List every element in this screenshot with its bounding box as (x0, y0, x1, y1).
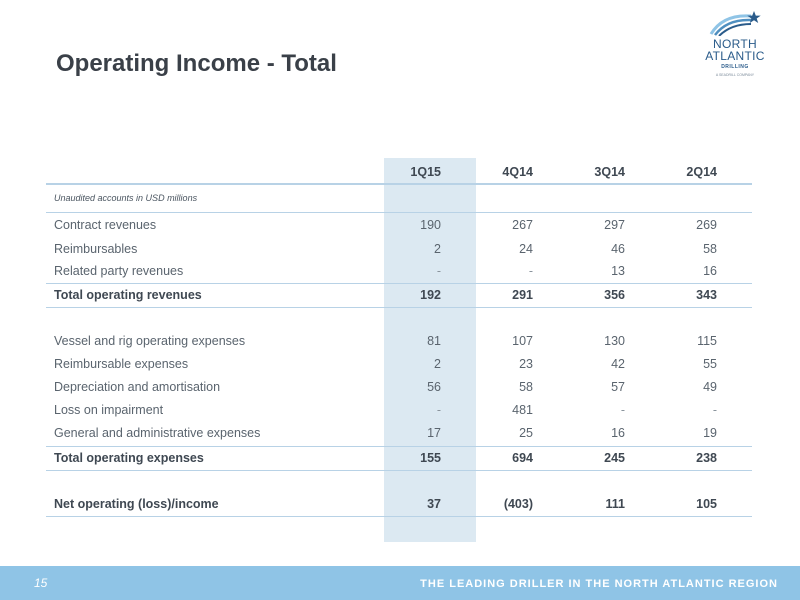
cell-value: - (712, 402, 717, 417)
net-operating-row: Net operating (loss)/income 37 (403) 111… (46, 492, 752, 517)
row-label: Total operating expenses (46, 445, 384, 471)
cell-value: 356 (568, 282, 660, 308)
cell-value: 24 (519, 241, 533, 256)
cell-value: 46 (611, 241, 625, 256)
cell-value: 2 (434, 241, 441, 256)
column-header-1q15: 1Q15 (410, 164, 441, 179)
cell-value: 37 (384, 492, 476, 517)
cell-value: 155 (384, 445, 476, 471)
table-row: Loss on impairment - 481 - - (46, 398, 752, 421)
table-row: Related party revenues - - 13 16 (46, 260, 752, 283)
footer-band: 15 THE LEADING DRILLER IN THE NORTH ATLA… (0, 566, 800, 600)
table-row: Reimbursable expenses 2 23 42 55 (46, 352, 752, 375)
row-label: General and administrative expenses (54, 426, 261, 441)
cell-value: 2 (434, 356, 441, 371)
cell-value: 481 (512, 402, 533, 417)
cell-value: 107 (512, 333, 533, 348)
logo-line-drilling: DRILLING (721, 64, 749, 70)
cell-value: 16 (703, 264, 717, 279)
cell-value: (403) (476, 492, 568, 517)
table-row: Vessel and rig operating expenses 81 107… (46, 329, 752, 352)
spacer-row (46, 470, 752, 492)
swoosh-star-icon (709, 11, 761, 36)
row-label: Reimbursables (54, 241, 138, 256)
page-title: Operating Income - Total (56, 50, 337, 77)
row-label: Depreciation and amortisation (54, 379, 221, 394)
row-label: Loss on impairment (54, 402, 164, 417)
table-row: Reimbursables 2 24 46 58 (46, 237, 752, 260)
cell-value: 23 (519, 356, 533, 371)
footer-tagline: THE LEADING DRILLER IN THE NORTH ATLANTI… (420, 578, 778, 590)
cell-value: 25 (519, 426, 533, 441)
total-revenues-row: Total operating revenues 192 291 356 343 (46, 282, 752, 308)
cell-value: - (620, 402, 625, 417)
row-label: Net operating (loss)/income (46, 492, 384, 517)
cell-value: 238 (660, 445, 752, 471)
row-label: Related party revenues (54, 264, 184, 279)
highlight-column (384, 158, 476, 542)
cell-value: 111 (568, 492, 660, 517)
cell-value: 245 (568, 445, 660, 471)
cell-value: 192 (384, 282, 476, 308)
logo-line-north: NORTH (713, 37, 757, 51)
cell-value: 130 (604, 333, 625, 348)
cell-value: 42 (611, 356, 625, 371)
cell-value: 190 (420, 217, 441, 232)
cell-value: 55 (703, 356, 717, 371)
logo-line-atlantic: ATLANTIC (705, 49, 765, 63)
cell-value: 16 (611, 426, 625, 441)
cell-value: 56 (427, 379, 441, 394)
accounts-note: Unaudited accounts in USD millions (46, 184, 384, 213)
row-label: Total operating revenues (46, 282, 384, 308)
cell-value: 115 (697, 333, 717, 348)
cell-value: 58 (703, 241, 717, 256)
total-expenses-row: Total operating expenses 155 694 245 238 (46, 445, 752, 471)
page-number: 15 (34, 576, 48, 590)
cell-value: 49 (703, 379, 717, 394)
company-logo: NORTH ATLANTIC DRILLING A SEADRILL COMPA… (700, 10, 770, 90)
cell-value: 81 (427, 333, 441, 348)
row-label: Reimbursable expenses (54, 356, 189, 371)
cell-value: 57 (611, 379, 625, 394)
column-header-3q14: 3Q14 (594, 164, 625, 179)
cell-value: 105 (660, 492, 752, 517)
note-row: Unaudited accounts in USD millions (46, 184, 752, 213)
column-header-4q14: 4Q14 (502, 164, 533, 179)
cell-value: 58 (519, 379, 533, 394)
cell-value: 17 (427, 426, 441, 441)
cell-value: - (436, 402, 441, 417)
cell-value: - (436, 264, 441, 279)
cell-value: - (528, 264, 533, 279)
spacer-row (46, 307, 752, 329)
cell-value: 297 (604, 217, 625, 232)
cell-value: 291 (476, 282, 568, 308)
table-row: General and administrative expenses 17 2… (46, 421, 752, 446)
table-row: Depreciation and amortisation 56 58 57 4… (46, 375, 752, 398)
row-label: Vessel and rig operating expenses (54, 333, 246, 348)
cell-value: 269 (696, 217, 717, 232)
cell-value: 13 (611, 264, 625, 279)
row-label: Contract revenues (54, 217, 157, 232)
cell-value: 343 (660, 282, 752, 308)
cell-value: 267 (512, 217, 533, 232)
table-row: Contract revenues 190 267 297 269 (46, 212, 752, 237)
column-header-2q14: 2Q14 (686, 164, 717, 179)
cell-value: 694 (476, 445, 568, 471)
operating-income-table: 1Q15 4Q14 3Q14 2Q14 Unaudited accounts i… (46, 160, 752, 517)
cell-value: 19 (703, 426, 717, 441)
header-label-cell (46, 160, 384, 184)
logo-line-company: A SEADRILL COMPANY (715, 73, 755, 77)
table-header-row: 1Q15 4Q14 3Q14 2Q14 (46, 160, 752, 184)
